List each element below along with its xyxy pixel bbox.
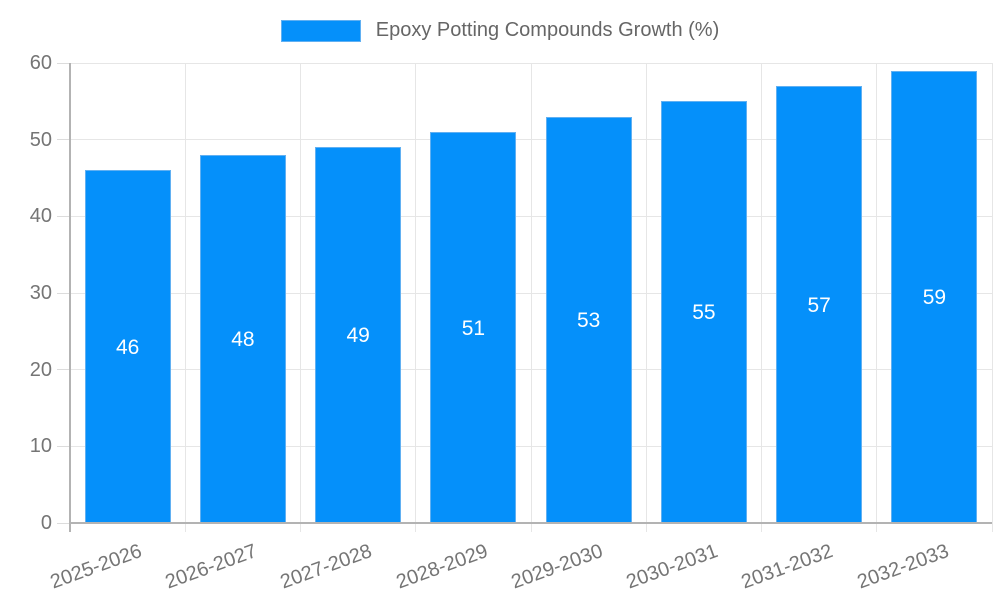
bar-value-label: 51 bbox=[461, 316, 486, 340]
y-axis-tick-label: 10 bbox=[29, 435, 52, 458]
v-gridline bbox=[184, 63, 186, 532]
v-gridline bbox=[991, 63, 993, 532]
y-axis-tick-label: 20 bbox=[29, 358, 52, 381]
x-axis-tick-label: 2025-2026 bbox=[47, 540, 145, 594]
x-axis-tick-label: 2027-2028 bbox=[277, 540, 376, 594]
bar-value-label: 53 bbox=[576, 308, 601, 332]
bar bbox=[315, 147, 402, 523]
y-axis-tick bbox=[57, 62, 70, 64]
bar bbox=[84, 170, 171, 523]
bar bbox=[545, 116, 632, 523]
v-gridline bbox=[645, 63, 647, 532]
bar bbox=[660, 101, 747, 523]
y-axis-line bbox=[69, 63, 71, 532]
bar-value-label: 46 bbox=[115, 335, 140, 359]
v-gridline bbox=[415, 63, 417, 532]
x-axis-tick-label: 2032-2033 bbox=[854, 540, 952, 594]
bar-value-label: 55 bbox=[692, 301, 716, 325]
x-axis-line bbox=[69, 522, 992, 524]
v-gridline bbox=[530, 63, 532, 532]
bar bbox=[891, 70, 978, 523]
x-axis-tick-label: 2028-2029 bbox=[393, 540, 491, 594]
y-axis-tick-label: 0 bbox=[40, 512, 52, 534]
y-axis-tick-label: 40 bbox=[29, 205, 52, 228]
bar-value-label: 59 bbox=[922, 285, 947, 309]
y-axis-tick bbox=[57, 369, 70, 371]
x-axis-tick-label: 2031-2032 bbox=[738, 540, 837, 594]
bar-value-label: 48 bbox=[231, 328, 255, 351]
y-axis-tick-label: 30 bbox=[29, 282, 52, 304]
bar-value-label: 57 bbox=[807, 293, 831, 317]
legend-label: Epoxy Potting Compounds Growth (%) bbox=[375, 19, 720, 41]
v-gridline bbox=[761, 63, 762, 532]
y-axis-tick bbox=[57, 445, 70, 447]
y-axis-tick bbox=[57, 215, 70, 217]
y-axis-tick bbox=[57, 522, 70, 524]
x-axis-tick-label: 2026-2027 bbox=[162, 540, 261, 594]
v-gridline bbox=[300, 63, 301, 532]
y-axis-tick-label: 60 bbox=[29, 52, 52, 74]
legend-swatch[interactable] bbox=[280, 19, 361, 42]
x-axis-tick-label: 2030-2031 bbox=[623, 540, 722, 594]
bar-value-label: 49 bbox=[346, 324, 370, 348]
y-axis-tick bbox=[57, 139, 70, 141]
bar bbox=[776, 86, 863, 523]
v-gridline bbox=[876, 63, 878, 532]
bar bbox=[199, 155, 286, 523]
bar bbox=[430, 132, 517, 523]
y-axis-tick bbox=[57, 292, 70, 294]
chart-legend[interactable]: Epoxy Potting Compounds Growth (%) bbox=[0, 19, 1000, 42]
y-axis-tick-label: 50 bbox=[29, 128, 52, 151]
x-axis-tick-label: 2029-2030 bbox=[508, 540, 606, 594]
